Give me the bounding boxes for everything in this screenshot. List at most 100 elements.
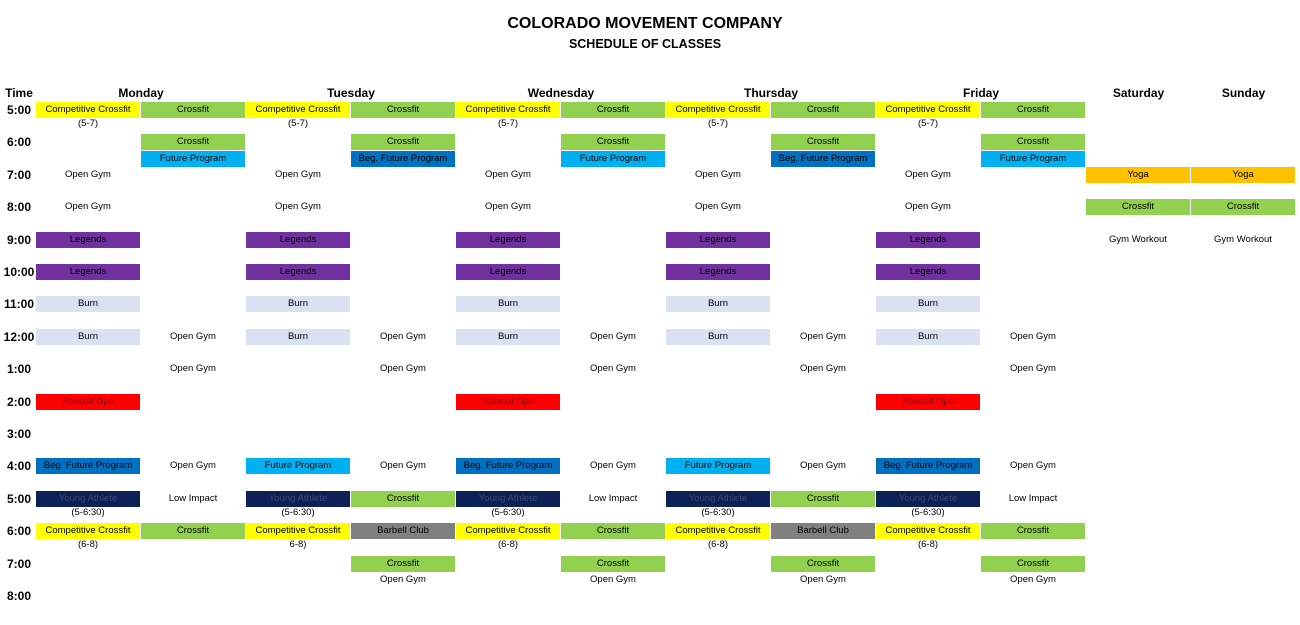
class-cell: Crossfit (771, 556, 875, 572)
schedule-text: Open Gym (590, 574, 636, 585)
class-cell: Burn (876, 296, 980, 312)
schedule-text: Low Impact (1008, 493, 1058, 504)
class-cell: Crossfit (771, 491, 875, 507)
class-cell: Beg. Future Program (876, 458, 980, 474)
time-label: 7:00 (6, 557, 32, 571)
class-cell: Crossfit (141, 523, 245, 539)
time-label: 3:00 (6, 427, 32, 441)
class-cell: Legends (36, 264, 140, 280)
class-cell: Yoga (1191, 167, 1295, 183)
class-cell: Burn (666, 329, 770, 345)
class-cell: Future Program (666, 458, 770, 474)
schedule-text: Open Gym (275, 169, 321, 180)
day-header-sunday: Sunday (1221, 86, 1266, 100)
class-cell: Crossfit (351, 556, 455, 572)
class-cell: Barbell Club (771, 523, 875, 539)
schedule-text: Open Gym (695, 169, 741, 180)
class-cell: Future Program (246, 458, 350, 474)
schedule-text: Open Gym (170, 331, 216, 342)
day-header-monday: Monday (118, 86, 164, 100)
class-cell: Young Athlete (876, 491, 980, 507)
class-cell: Crossfit (981, 134, 1085, 150)
class-cell: Burn (876, 329, 980, 345)
class-cell: Crossfit (351, 134, 455, 150)
time-label: 4:00 (6, 459, 32, 473)
class-cell: Competitive Crossfit (36, 102, 140, 118)
schedule-text: Open Gym (275, 201, 321, 212)
day-header-saturday: Saturday (1112, 86, 1165, 100)
schedule-text: Open Gym (1010, 363, 1056, 374)
class-cell: Crossfit (981, 523, 1085, 539)
schedule-text: (6-8) (917, 539, 939, 550)
time-label: 2:00 (6, 395, 32, 409)
class-cell: Crossfit (771, 134, 875, 150)
schedule-text: Open Gym (905, 169, 951, 180)
class-cell: Legends (36, 232, 140, 248)
class-cell: Crossfit (771, 102, 875, 118)
day-header-wednesday: Wednesday (527, 86, 595, 100)
class-cell: Competitive Crossfit (456, 523, 560, 539)
class-cell: Legends (666, 264, 770, 280)
time-label: 1:00 (6, 362, 32, 376)
schedule-text: Open Gym (170, 363, 216, 374)
schedule-text: Open Gym (170, 460, 216, 471)
class-cell: Future Program (141, 151, 245, 167)
class-cell: Young Athlete (36, 491, 140, 507)
schedule-text: Open Gym (380, 331, 426, 342)
schedule-text: Open Gym (380, 363, 426, 374)
schedule-text: Open Gym (905, 201, 951, 212)
class-cell: Young Athlete (246, 491, 350, 507)
schedule-text: (6-8) (707, 539, 729, 550)
schedule-text: (5-7) (497, 118, 519, 129)
class-cell: Competitive Crossfit (36, 523, 140, 539)
class-cell: Beg. Future Program (351, 151, 455, 167)
class-cell: Crossfit (981, 102, 1085, 118)
time-label: 9:00 (6, 233, 32, 247)
class-cell: Legends (876, 232, 980, 248)
class-cell: Burn (36, 296, 140, 312)
class-cell: Special Ops (876, 394, 980, 410)
class-cell: Beg. Future Program (456, 458, 560, 474)
schedule-text: Open Gym (485, 201, 531, 212)
class-cell: Legends (246, 264, 350, 280)
day-header-tuesday: Tuesday (327, 86, 375, 100)
class-cell: Crossfit (351, 491, 455, 507)
schedule-text: (5-7) (707, 118, 729, 129)
schedule-text: (5-7) (77, 118, 99, 129)
class-cell: Special Ops (36, 394, 140, 410)
class-cell: Burn (456, 296, 560, 312)
schedule-text: Open Gym (1010, 331, 1056, 342)
class-cell: Burn (456, 329, 560, 345)
class-cell: Crossfit (141, 134, 245, 150)
time-label: 8:00 (6, 200, 32, 214)
schedule-text: Open Gym (695, 201, 741, 212)
time-label: 10:00 (3, 265, 35, 279)
class-cell: Crossfit (141, 102, 245, 118)
schedule-text: Open Gym (1010, 574, 1056, 585)
class-cell: Competitive Crossfit (666, 102, 770, 118)
schedule-text: Open Gym (800, 460, 846, 471)
class-cell: Burn (36, 329, 140, 345)
schedule-text: Gym Workout (1214, 234, 1272, 245)
day-header-thursday: Thursday (743, 86, 798, 100)
page-subtitle: SCHEDULE OF CLASSES (568, 37, 722, 51)
class-cell: Competitive Crossfit (246, 523, 350, 539)
class-cell: Competitive Crossfit (246, 102, 350, 118)
time-column-header: Time (5, 86, 33, 100)
schedule-text: Open Gym (800, 331, 846, 342)
class-cell: Beg. Future Program (771, 151, 875, 167)
class-cell: Special Ops (456, 394, 560, 410)
schedule-text: Low Impact (588, 493, 638, 504)
class-cell: Crossfit (561, 102, 665, 118)
schedule-text: (5-6:30) (911, 507, 945, 518)
class-cell: Competitive Crossfit (456, 102, 560, 118)
class-cell: Young Athlete (666, 491, 770, 507)
class-cell: Yoga (1086, 167, 1190, 183)
schedule-text: Open Gym (380, 574, 426, 585)
time-label: 6:00 (6, 524, 32, 538)
class-cell: Young Athlete (456, 491, 560, 507)
time-label: 12:00 (3, 330, 35, 344)
schedule-text: Open Gym (800, 574, 846, 585)
class-cell: Competitive Crossfit (876, 523, 980, 539)
class-cell: Beg. Future Program (36, 458, 140, 474)
